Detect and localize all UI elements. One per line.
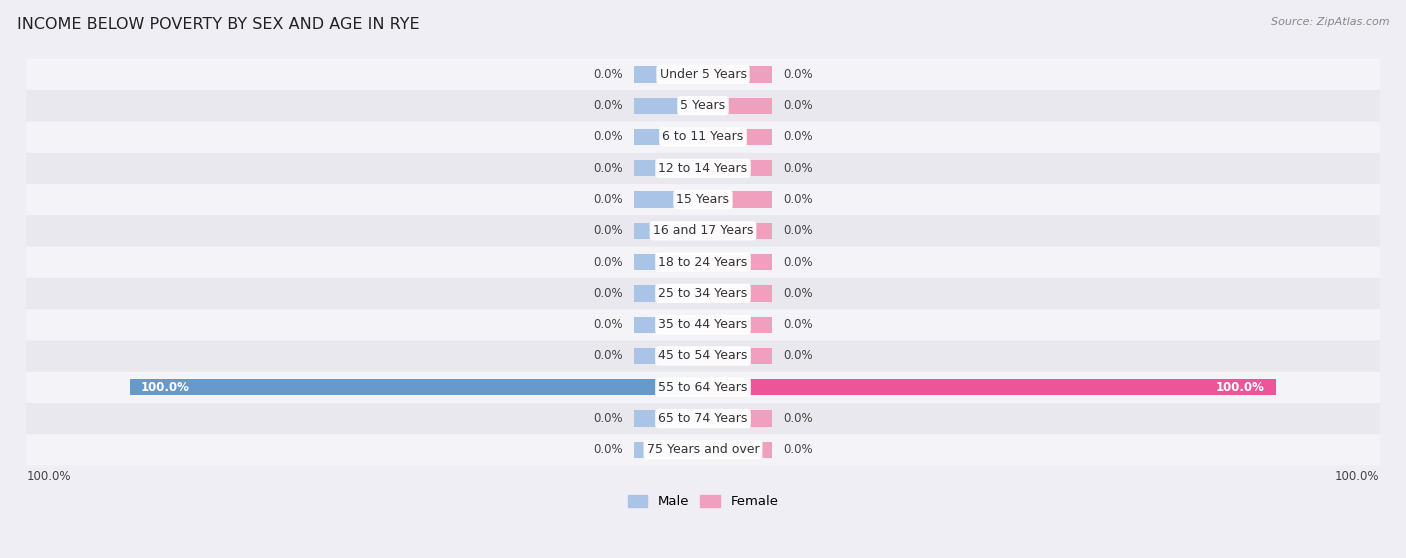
Text: 0.0%: 0.0% (593, 162, 623, 175)
Bar (634, 316, 703, 333)
Bar (634, 410, 703, 427)
FancyBboxPatch shape (27, 90, 1379, 121)
Text: 6 to 11 Years: 6 to 11 Years (662, 131, 744, 143)
Bar (634, 66, 703, 83)
Text: 65 to 74 Years: 65 to 74 Years (658, 412, 748, 425)
Text: 0.0%: 0.0% (783, 162, 813, 175)
FancyBboxPatch shape (27, 340, 1379, 372)
Bar (634, 98, 703, 114)
Text: 55 to 64 Years: 55 to 64 Years (658, 381, 748, 394)
Bar (634, 254, 703, 270)
Text: 0.0%: 0.0% (593, 99, 623, 112)
Text: 18 to 24 Years: 18 to 24 Years (658, 256, 748, 268)
Text: 0.0%: 0.0% (783, 99, 813, 112)
Bar (703, 285, 772, 301)
Bar (703, 316, 772, 333)
Bar (703, 442, 772, 458)
Text: 0.0%: 0.0% (783, 412, 813, 425)
Text: 0.0%: 0.0% (593, 68, 623, 81)
Text: 35 to 44 Years: 35 to 44 Years (658, 318, 748, 331)
Bar (703, 348, 772, 364)
Bar (634, 191, 703, 208)
Text: 0.0%: 0.0% (593, 443, 623, 456)
Bar (703, 98, 772, 114)
FancyBboxPatch shape (27, 434, 1379, 465)
Text: 16 and 17 Years: 16 and 17 Years (652, 224, 754, 237)
Bar (634, 129, 703, 145)
FancyBboxPatch shape (27, 184, 1379, 215)
FancyBboxPatch shape (27, 309, 1379, 340)
Text: Source: ZipAtlas.com: Source: ZipAtlas.com (1271, 17, 1389, 27)
Text: Under 5 Years: Under 5 Years (659, 68, 747, 81)
Text: 0.0%: 0.0% (593, 349, 623, 363)
Bar (703, 129, 772, 145)
Bar (634, 348, 703, 364)
Bar (129, 379, 703, 396)
Text: 0.0%: 0.0% (783, 256, 813, 268)
Text: 0.0%: 0.0% (593, 318, 623, 331)
Text: 0.0%: 0.0% (783, 131, 813, 143)
FancyBboxPatch shape (27, 121, 1379, 152)
Text: 100.0%: 100.0% (1216, 381, 1265, 394)
FancyBboxPatch shape (27, 278, 1379, 309)
Legend: Male, Female: Male, Female (623, 489, 783, 513)
Text: 0.0%: 0.0% (593, 131, 623, 143)
Text: 5 Years: 5 Years (681, 99, 725, 112)
Text: 0.0%: 0.0% (783, 68, 813, 81)
Text: 0.0%: 0.0% (783, 349, 813, 363)
Text: 15 Years: 15 Years (676, 193, 730, 206)
Bar (634, 223, 703, 239)
Text: 0.0%: 0.0% (783, 318, 813, 331)
Text: 12 to 14 Years: 12 to 14 Years (658, 162, 748, 175)
FancyBboxPatch shape (27, 215, 1379, 247)
Text: 0.0%: 0.0% (783, 193, 813, 206)
FancyBboxPatch shape (27, 59, 1379, 90)
FancyBboxPatch shape (27, 152, 1379, 184)
Bar (703, 254, 772, 270)
Bar (703, 410, 772, 427)
Text: 100.0%: 100.0% (141, 381, 190, 394)
Bar (634, 442, 703, 458)
FancyBboxPatch shape (27, 403, 1379, 434)
FancyBboxPatch shape (27, 247, 1379, 278)
Text: 0.0%: 0.0% (593, 224, 623, 237)
Bar (703, 379, 1277, 396)
Text: 0.0%: 0.0% (593, 256, 623, 268)
Text: 0.0%: 0.0% (593, 412, 623, 425)
Text: 75 Years and over: 75 Years and over (647, 443, 759, 456)
Bar (703, 223, 772, 239)
Text: 100.0%: 100.0% (1336, 470, 1379, 483)
Bar (703, 191, 772, 208)
Text: 0.0%: 0.0% (593, 287, 623, 300)
Text: 0.0%: 0.0% (783, 287, 813, 300)
FancyBboxPatch shape (27, 372, 1379, 403)
Bar (703, 160, 772, 176)
Text: 100.0%: 100.0% (27, 470, 70, 483)
Text: 0.0%: 0.0% (593, 193, 623, 206)
Text: 25 to 34 Years: 25 to 34 Years (658, 287, 748, 300)
Text: 0.0%: 0.0% (783, 224, 813, 237)
Bar (634, 160, 703, 176)
Text: 45 to 54 Years: 45 to 54 Years (658, 349, 748, 363)
Bar (703, 66, 772, 83)
Bar (634, 285, 703, 301)
Text: 0.0%: 0.0% (783, 443, 813, 456)
Text: INCOME BELOW POVERTY BY SEX AND AGE IN RYE: INCOME BELOW POVERTY BY SEX AND AGE IN R… (17, 17, 419, 32)
